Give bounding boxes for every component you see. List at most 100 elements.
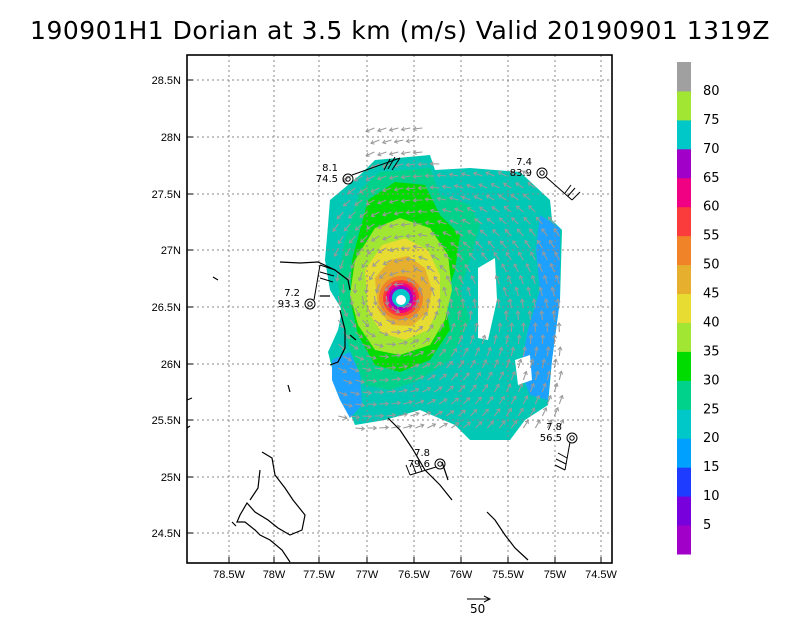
wind-vector (498, 194, 507, 201)
wind-vector-head (343, 312, 349, 318)
wind-vector (379, 426, 389, 429)
wind-vector (462, 347, 469, 357)
wind-vector (410, 364, 419, 369)
wind-vector-head (381, 311, 386, 316)
wind-vector-head (516, 334, 522, 339)
wind-vector-head (510, 346, 516, 351)
wind-vector-head (523, 216, 528, 222)
wind-vector (553, 407, 559, 417)
wind-vector-head (397, 329, 402, 335)
wind-vector-head (384, 301, 390, 306)
wind-vector (367, 379, 377, 382)
wind-vector-head (384, 331, 389, 337)
wind-vector-head (385, 377, 390, 383)
wind-vector (343, 355, 352, 362)
wind-vector-head (437, 242, 443, 248)
wind-vector (433, 311, 438, 321)
wind-vector (445, 385, 454, 393)
wind-vector (367, 355, 377, 360)
wind-vector-head (430, 254, 436, 259)
wind-vector-head (518, 274, 524, 280)
wind-vector-head (484, 408, 489, 413)
wind-vector (503, 287, 507, 297)
wind-vector-head (472, 298, 478, 303)
wind-vector-head (443, 398, 448, 403)
wind-vector-head (551, 310, 557, 315)
wind-vector (347, 271, 351, 281)
colorbar-swatch (677, 119, 691, 150)
wind-vector (522, 170, 531, 177)
wind-vector (374, 367, 384, 370)
colorbar-swatch (677, 496, 691, 526)
wind-vector-head (491, 206, 496, 211)
wind-vector-head (412, 126, 417, 132)
wind-vector-head (483, 383, 489, 389)
wind-vector-head (355, 368, 360, 373)
wind-vector-head (521, 170, 527, 175)
wind-vector-head (473, 195, 478, 200)
wind-vector (522, 347, 526, 357)
wind-vector-head (440, 323, 445, 328)
wind-vector (499, 217, 507, 225)
wind-vector-head (433, 275, 438, 281)
wind-vector (498, 171, 507, 177)
wind-vector (475, 241, 483, 249)
wind-vector (434, 386, 443, 393)
wind-vector (512, 240, 519, 249)
wind-vector-head (488, 371, 493, 376)
wind-barb (405, 464, 411, 476)
colorbar-swatch (677, 438, 691, 468)
wind-vector-head (487, 240, 492, 245)
wind-vector-head (415, 298, 420, 304)
wind-vector (527, 287, 531, 297)
wind-vector (469, 310, 472, 321)
wind-vector (439, 398, 448, 405)
wind-vector-head (441, 348, 447, 354)
wind-vector-head (355, 391, 360, 396)
lon-tick-label: 78W (263, 569, 286, 581)
wind-vector-head (493, 251, 498, 257)
wind-vector-head (336, 215, 341, 220)
wind-vector (366, 307, 373, 317)
wind-vector-head (412, 174, 417, 179)
wind-vector-head (365, 152, 370, 157)
wind-vector-head (497, 171, 502, 176)
wind-vector (413, 175, 423, 178)
wind-vector (389, 247, 399, 252)
wind-vector-head (530, 274, 536, 280)
wind-vector-head (396, 400, 402, 406)
station-value-bottom: 93.3 (278, 299, 300, 310)
wind-vector (350, 415, 360, 418)
wind-vector-head (558, 370, 564, 375)
wind-vector-head (507, 407, 512, 413)
wind-vector (391, 354, 401, 357)
wind-vector-head (543, 298, 549, 303)
wind-vector-head (499, 371, 505, 376)
wind-vector (442, 185, 452, 189)
wind-vector (486, 420, 494, 429)
wind-vector-head (372, 401, 378, 407)
wind-vector (415, 400, 424, 405)
wind-vector (516, 205, 524, 213)
wind-vector (437, 197, 447, 201)
wind-vector-head (423, 311, 428, 316)
wind-vector-head (442, 286, 447, 291)
wind-vector (415, 351, 424, 357)
wind-vector-head (518, 383, 524, 388)
wind-vector-head (345, 252, 350, 257)
wind-vector (410, 314, 418, 321)
colorbar-swatch (677, 206, 691, 237)
wind-barb (555, 458, 567, 465)
wind-vector-head (412, 244, 417, 250)
lat-tick-label: 27N (161, 245, 181, 257)
wind-vector-head (486, 217, 491, 223)
wind-vector-head (358, 334, 363, 339)
wind-vector-head (405, 162, 410, 168)
wind-vector (372, 259, 380, 267)
station-marker-inner (569, 435, 575, 441)
wind-vector-head (533, 346, 539, 351)
wind-vector (367, 331, 376, 338)
wind-vector (415, 424, 424, 429)
wind-vector-head (528, 334, 534, 339)
wind-vector (398, 341, 408, 345)
